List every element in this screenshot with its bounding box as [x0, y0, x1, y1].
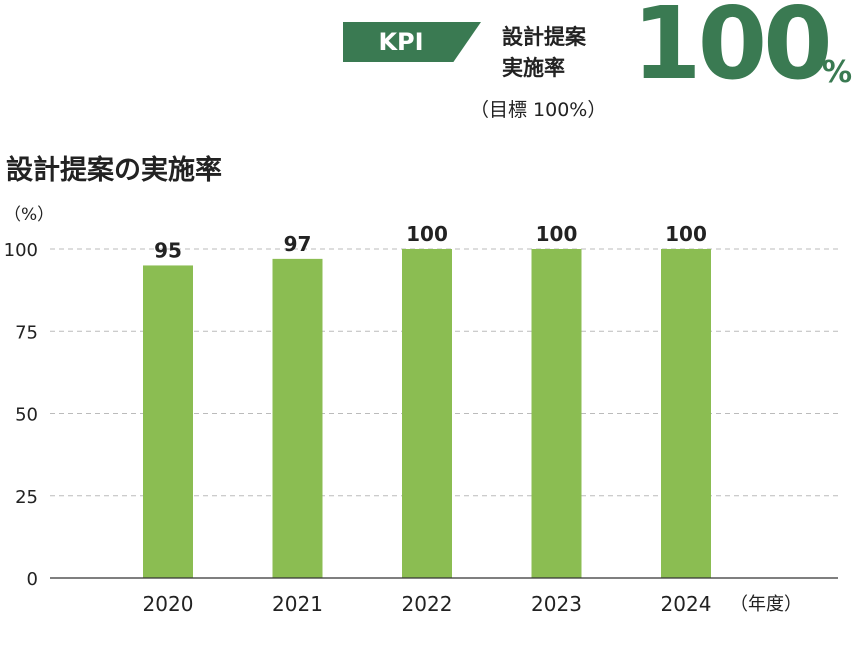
x-tick-label-2022: 2022 — [402, 592, 453, 616]
kpi-unit: % — [822, 55, 853, 90]
y-tick-label: 75 — [15, 322, 38, 343]
chart-title: 設計提案の実施率 — [6, 155, 222, 186]
data-label-2020: 95 — [154, 238, 182, 262]
x-axis-label: （年度） — [730, 594, 802, 615]
x-tick-label-2020: 2020 — [143, 592, 194, 616]
data-label-2022: 100 — [406, 222, 448, 246]
kpi-badge: KPI — [343, 22, 481, 62]
kpi-label: 設計提案 実施率 — [502, 22, 586, 84]
data-label-2023: 100 — [536, 222, 578, 246]
data-label-2024: 100 — [665, 222, 707, 246]
y-axis-label: （%） — [4, 205, 54, 225]
data-label-2021: 97 — [284, 232, 312, 256]
bar-2023 — [531, 249, 582, 578]
kpi-value: 100 — [632, 0, 833, 102]
y-tick-label: 25 — [15, 487, 38, 508]
bar-2022 — [402, 249, 452, 578]
y-tick-label: 100 — [4, 240, 38, 261]
x-tick-label-2021: 2021 — [272, 592, 323, 616]
y-tick-label: 0 — [27, 569, 38, 590]
kpi-label-line2: 実施率 — [502, 56, 565, 80]
x-tick-label-2023: 2023 — [531, 592, 582, 616]
kpi-label-line1: 設計提案 — [502, 25, 586, 49]
bar-2024 — [661, 249, 711, 578]
kpi-target: （目標 100%） — [470, 99, 607, 121]
bar-2020 — [143, 265, 193, 578]
bar-2021 — [272, 258, 323, 578]
y-tick-label: 50 — [15, 405, 38, 426]
x-tick-label-2024: 2024 — [661, 592, 712, 616]
